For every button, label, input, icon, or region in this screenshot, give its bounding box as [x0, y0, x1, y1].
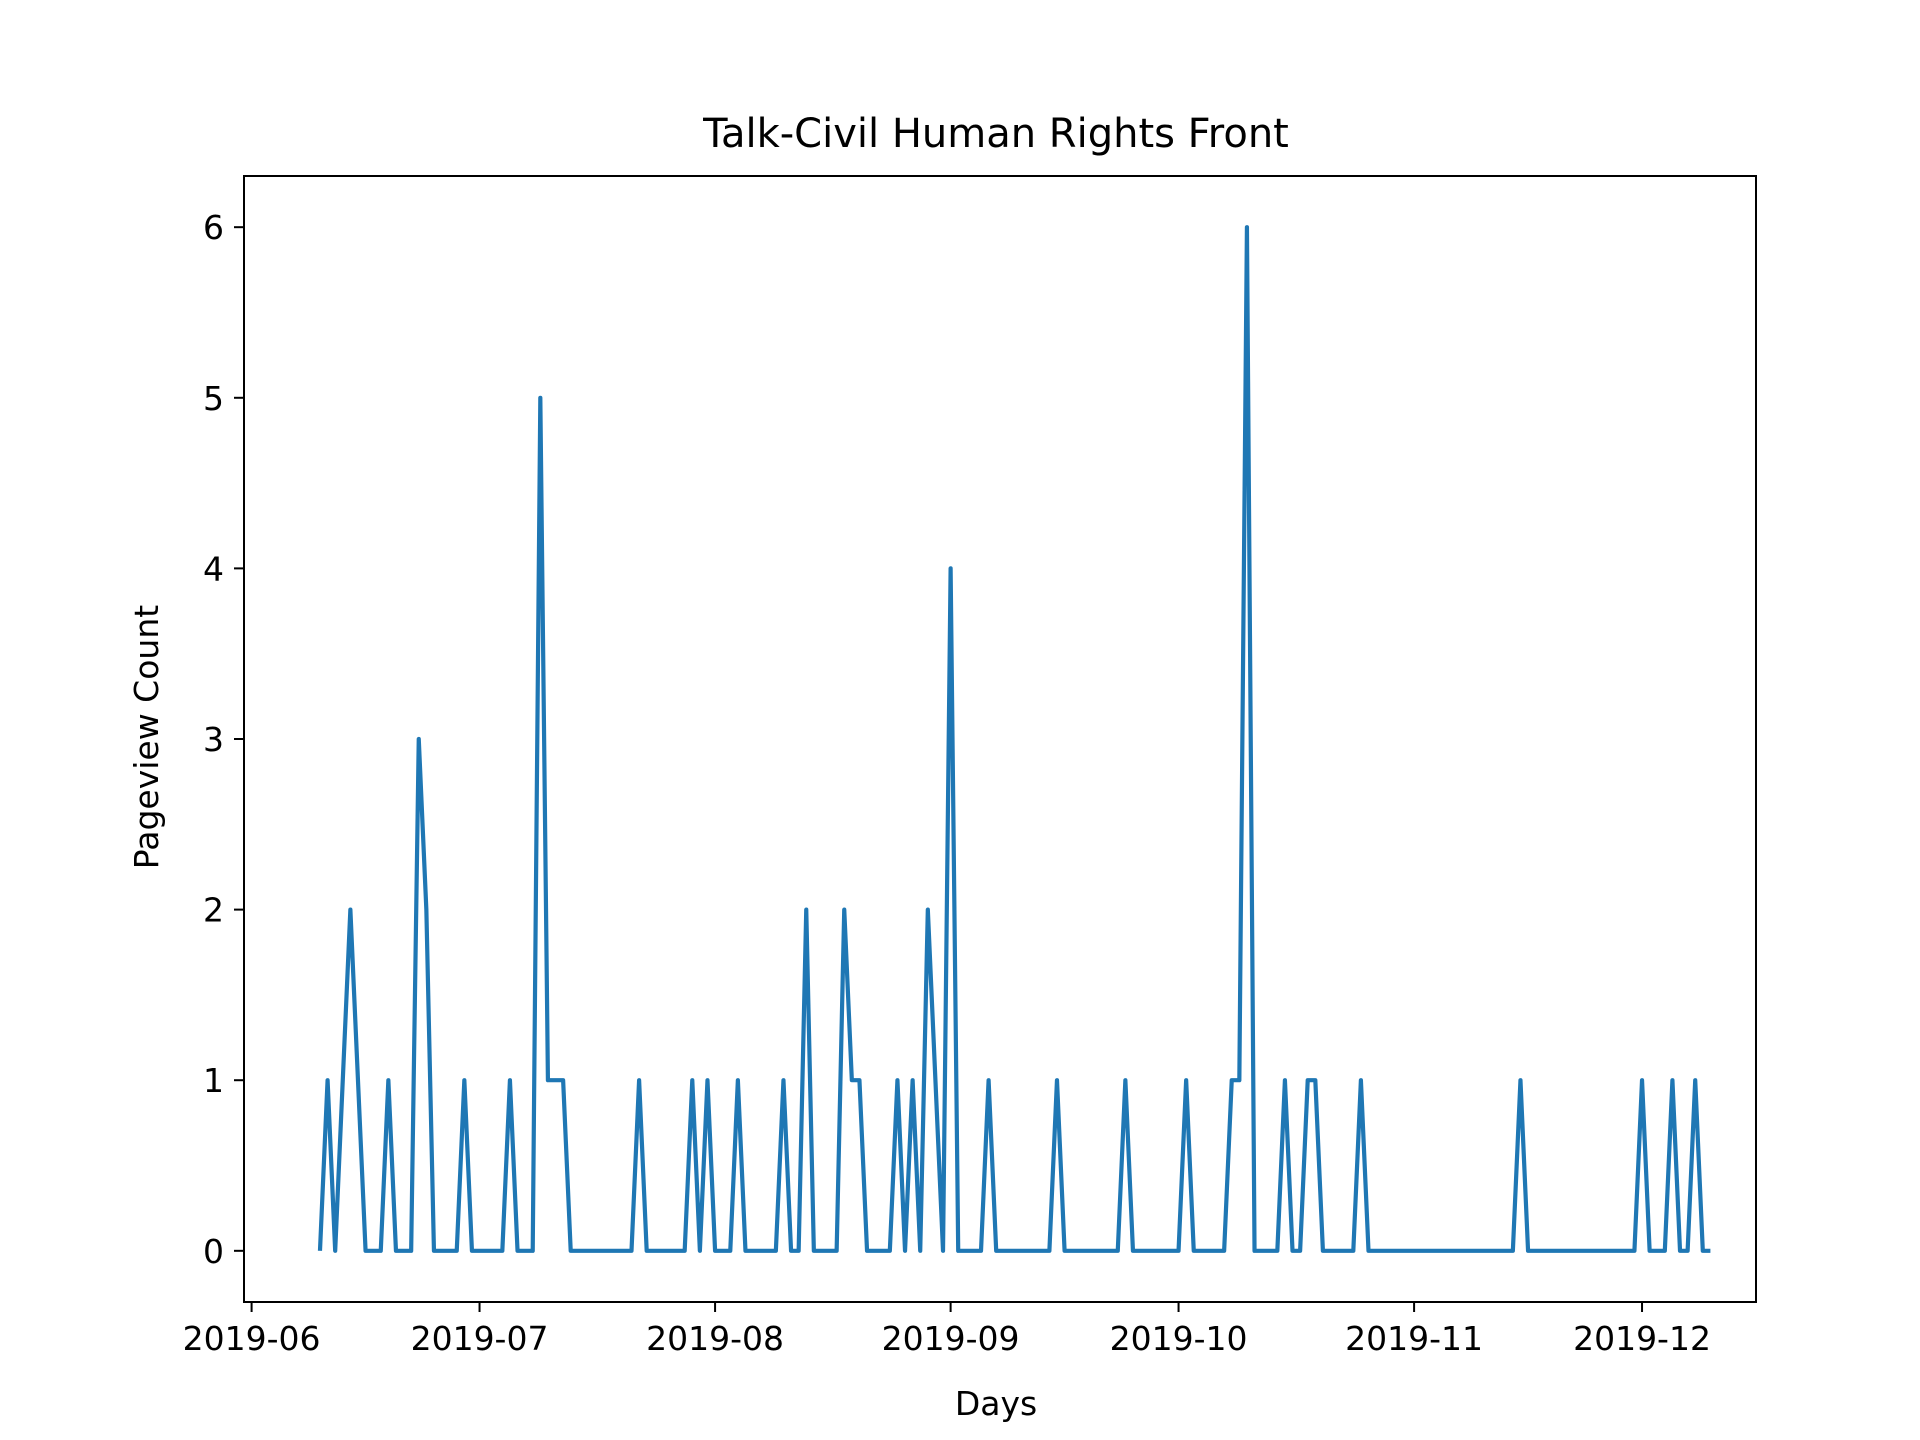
- y-tick-label: 0: [203, 1232, 224, 1271]
- x-tick-label: 2019-06: [183, 1319, 321, 1358]
- y-tick-label: 4: [203, 549, 224, 588]
- chart-title: Talk-Civil Human Rights Front: [702, 111, 1289, 157]
- y-tick-label: 5: [203, 379, 224, 418]
- x-tick-label: 2019-10: [1110, 1319, 1248, 1358]
- y-axis-title: Pageview Count: [127, 605, 166, 869]
- y-tick-label: 1: [203, 1061, 224, 1100]
- x-axis: 2019-06 2019-07 2019-08 2019-09 2019-10 2019-…: [183, 1302, 1711, 1358]
- y-tick-label: 2: [203, 891, 224, 930]
- x-tick-label: 2019-11: [1345, 1319, 1483, 1358]
- y-axis: 0 1 2 3 4 5 6: [203, 208, 244, 1271]
- x-tick-label: 2019-08: [646, 1319, 784, 1358]
- y-tick-label: 6: [203, 208, 224, 247]
- x-axis-title: Days: [955, 1384, 1037, 1423]
- x-tick-label: 2019-12: [1573, 1319, 1711, 1358]
- series-line-0: [317, 225, 1711, 1253]
- y-tick-label: 3: [203, 720, 224, 759]
- plot-area: [243, 175, 1757, 1303]
- x-tick-label: 2019-07: [411, 1319, 549, 1358]
- x-tick-label: 2019-09: [882, 1319, 1020, 1358]
- plot-frame: [243, 175, 1757, 1303]
